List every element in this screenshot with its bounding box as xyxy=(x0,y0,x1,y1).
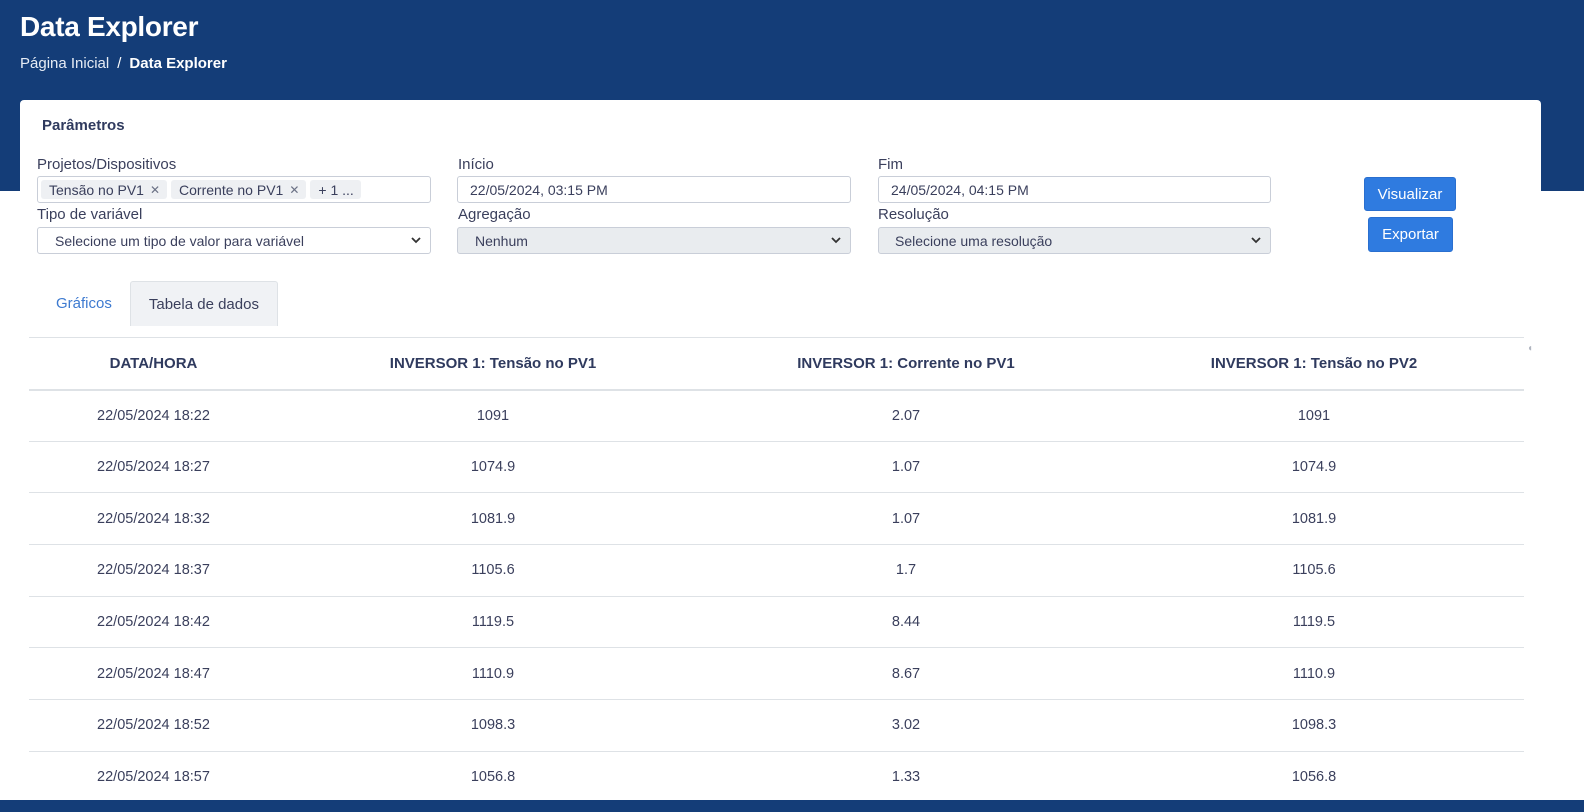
table-cell: 1098.3 xyxy=(278,699,708,752)
table-cell: 1.07 xyxy=(708,441,1104,494)
table-cell: 1098.3 xyxy=(1104,699,1524,752)
data-table: DATA/HORA INVERSOR 1: Tensão no PV1 INVE… xyxy=(29,337,1524,804)
table-row: 22/05/2024 18:37 1105.6 1.7 1105.6 xyxy=(29,544,1524,597)
start-label: Início xyxy=(458,156,494,173)
column-header-pv2-voltage[interactable]: INVERSOR 1: Tensão no PV2 xyxy=(1104,337,1524,391)
visualize-button[interactable]: Visualizar xyxy=(1364,177,1456,211)
chevron-down-icon xyxy=(1251,237,1261,244)
more-devices-chip[interactable]: + 1 ... xyxy=(310,180,361,199)
variable-type-label: Tipo de variável xyxy=(37,206,143,223)
table-cell: 22/05/2024 18:27 xyxy=(29,441,278,494)
table-cell: 22/05/2024 18:22 xyxy=(29,389,278,442)
device-chip-label: Tensão no PV1 xyxy=(49,181,144,198)
end-datetime-input[interactable]: 24/05/2024, 04:15 PM xyxy=(878,176,1271,203)
column-header-datetime[interactable]: DATA/HORA xyxy=(29,337,278,391)
column-header-pv1-current[interactable]: INVERSOR 1: Corrente no PV1 xyxy=(708,337,1104,391)
table-cell: 1074.9 xyxy=(278,441,708,494)
variable-type-value: Selecione um tipo de valor para variável xyxy=(55,232,305,249)
table-cell: 8.44 xyxy=(708,596,1104,649)
table-cell: 1.07 xyxy=(708,492,1104,546)
resolution-value: Selecione uma resolução xyxy=(895,232,1053,249)
table-cell: 3.02 xyxy=(708,699,1104,752)
device-chip[interactable]: Corrente no PV1 ✕ xyxy=(171,180,307,199)
chevron-down-icon xyxy=(831,237,841,244)
tab-data-table[interactable]: Tabela de dados xyxy=(129,281,278,326)
table-cell: 22/05/2024 18:47 xyxy=(29,647,278,701)
resolution-select[interactable]: Selecione uma resolução xyxy=(878,227,1271,254)
table-row: 22/05/2024 18:32 1081.9 1.07 1081.9 xyxy=(29,492,1524,546)
variable-type-select[interactable]: Selecione um tipo de valor para variável xyxy=(37,227,431,254)
breadcrumb-home-link[interactable]: Página Inicial xyxy=(20,55,110,72)
table-cell: 22/05/2024 18:32 xyxy=(29,492,278,546)
table-cell: 8.67 xyxy=(708,647,1104,701)
table-cell: 1091 xyxy=(278,389,708,442)
table-header-row: DATA/HORA INVERSOR 1: Tensão no PV1 INVE… xyxy=(29,337,1524,391)
devices-multiselect[interactable]: Tensão no PV1 ✕ Corrente no PV1 ✕ + 1 ..… xyxy=(37,176,431,203)
table-cell: 1105.6 xyxy=(1104,544,1524,597)
table-cell: 22/05/2024 18:37 xyxy=(29,544,278,597)
breadcrumb: Página Inicial / Data Explorer xyxy=(20,55,227,72)
remove-chip-icon[interactable]: ✕ xyxy=(149,182,161,197)
table-cell: 1.33 xyxy=(708,751,1104,804)
parameters-card: Parâmetros Projetos/Dispositivos Tensão … xyxy=(20,100,1541,812)
table-cell: 2.07 xyxy=(708,389,1104,442)
aggregation-select[interactable]: Nenhum xyxy=(457,227,851,254)
start-datetime-input[interactable]: 22/05/2024, 03:15 PM xyxy=(457,176,851,203)
table-cell: 1091 xyxy=(1104,389,1524,442)
device-chip-label: Corrente no PV1 xyxy=(179,181,284,198)
chevron-down-icon xyxy=(411,237,421,244)
resolution-label: Resolução xyxy=(878,206,949,223)
table-cell: 1105.6 xyxy=(278,544,708,597)
horizontal-scroll-indicator[interactable]: ◖ xyxy=(1527,343,1534,354)
table-cell: 22/05/2024 18:57 xyxy=(29,751,278,804)
table-cell: 1110.9 xyxy=(1104,647,1524,701)
aggregation-label: Agregação xyxy=(458,206,531,223)
tab-charts[interactable]: Gráficos xyxy=(56,295,112,312)
table-cell: 1074.9 xyxy=(1104,441,1524,494)
table-row: 22/05/2024 18:22 1091 2.07 1091 xyxy=(29,389,1524,442)
parameters-title: Parâmetros xyxy=(42,117,125,134)
export-button[interactable]: Exportar xyxy=(1368,217,1453,252)
table-row: 22/05/2024 18:42 1119.5 8.44 1119.5 xyxy=(29,596,1524,649)
bottom-border xyxy=(0,800,1584,812)
table-cell: 1081.9 xyxy=(1104,492,1524,546)
table-cell: 1056.8 xyxy=(1104,751,1524,804)
aggregation-value: Nenhum xyxy=(475,232,528,249)
data-table-container: DATA/HORA INVERSOR 1: Tensão no PV1 INVE… xyxy=(29,337,1524,804)
table-cell: 1119.5 xyxy=(278,596,708,649)
table-cell: 22/05/2024 18:42 xyxy=(29,596,278,649)
end-label: Fim xyxy=(878,156,903,173)
view-tabs: Gráficos Tabela de dados xyxy=(29,281,278,326)
page-title: Data Explorer xyxy=(20,11,199,42)
device-chip[interactable]: Tensão no PV1 ✕ xyxy=(41,180,168,199)
table-row: 22/05/2024 18:47 1110.9 8.67 1110.9 xyxy=(29,647,1524,701)
devices-label: Projetos/Dispositivos xyxy=(37,156,177,173)
remove-chip-icon[interactable]: ✕ xyxy=(289,182,300,197)
breadcrumb-current: Data Explorer xyxy=(129,55,227,72)
table-cell: 22/05/2024 18:52 xyxy=(29,699,278,752)
table-cell: 1119.5 xyxy=(1104,596,1524,649)
table-cell: 1110.9 xyxy=(278,647,708,701)
table-row: 22/05/2024 18:27 1074.9 1.07 1074.9 xyxy=(29,441,1524,494)
table-row: 22/05/2024 18:57 1056.8 1.33 1056.8 xyxy=(29,751,1524,804)
table-cell: 1.7 xyxy=(708,544,1104,597)
table-cell: 1081.9 xyxy=(278,492,708,546)
table-cell: 1056.8 xyxy=(278,751,708,804)
table-row: 22/05/2024 18:52 1098.3 3.02 1098.3 xyxy=(29,699,1524,752)
column-header-pv1-voltage[interactable]: INVERSOR 1: Tensão no PV1 xyxy=(278,337,708,391)
breadcrumb-separator: / xyxy=(117,55,122,72)
